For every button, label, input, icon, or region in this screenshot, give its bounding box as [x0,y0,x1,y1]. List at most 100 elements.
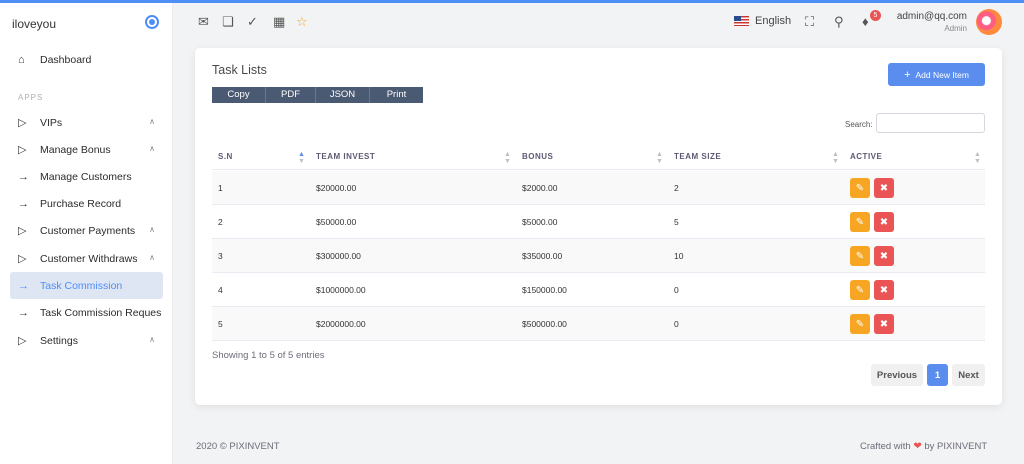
footer-credit-suffix: by PIXINVENT [924,441,988,452]
edit-button[interactable]: ✎ [850,246,870,266]
copy-button[interactable]: Copy [212,87,266,103]
sidebar-item-7[interactable]: → Task Commission Reques [10,299,163,326]
sidebar-item-6[interactable]: → Task Commission [10,272,163,299]
pdf-button[interactable]: PDF [266,87,316,103]
play-outline-icon: ▷ [18,253,27,265]
edit-button[interactable]: ✎ [850,280,870,300]
table-cell: $1000000.00 [316,285,366,295]
table-row: 4 $1000000.00 $150000.00 0 ✎ ✖ [212,273,985,307]
sidebar-item-4[interactable]: ▷ Customer Payments ∧ [10,217,163,244]
table-cell: 0 [674,319,679,329]
play-outline-icon: ▷ [18,144,27,156]
sidebar-item-dashboard[interactable]: ⌂ Dashboard [10,46,163,73]
sort-icon[interactable]: ▲ ▼ [656,151,663,165]
print-button[interactable]: Print [370,87,423,103]
sidebar-item-label: Task Commission Reques [40,306,162,319]
user-email[interactable]: admin@qq.com [896,11,967,22]
sidebar-item-label: Settings [40,334,78,347]
sort-icon[interactable]: ▲ ▼ [974,151,981,165]
sort-icon[interactable]: ▲ ▼ [832,151,839,165]
column-sn[interactable]: S.N [218,152,233,161]
arrow-right-icon: → [18,170,29,183]
delete-button[interactable]: ✖ [874,314,894,334]
table-cell: $20000.00 [316,183,357,193]
section-label-apps: APPS [18,93,44,102]
edit-button[interactable]: ✎ [850,314,870,334]
page-1-button[interactable]: 1 [927,364,948,386]
heart-icon: ❤ [913,441,922,452]
sidebar-item-0[interactable]: ▷ VIPs ∧ [10,109,163,136]
table-cell: 0 [674,285,679,295]
sort-icon[interactable]: ▲ ▼ [504,151,511,165]
search-input[interactable] [876,113,985,133]
arrow-right-icon: → [18,197,29,210]
notification-badge: 5 [870,10,881,21]
search-icon[interactable]: ⚲ [834,14,844,29]
delete-button[interactable]: ✖ [874,178,894,198]
user-role: Admin [944,24,967,33]
us-flag-icon [734,16,749,26]
brand-name[interactable]: iloveyou [12,17,57,31]
sidebar-item-label: Manage Bonus [40,143,111,156]
bell-icon[interactable]: ♦ [862,14,869,29]
table-cell: 2 [674,183,679,193]
table-cell: $2000000.00 [316,319,366,329]
calendar-icon[interactable]: ▦ [273,14,286,29]
add-new-item-button[interactable]: + Add New Item [888,63,985,86]
plus-icon: + [904,68,911,81]
chevron-up-icon: ∧ [149,225,155,234]
table-cell: 5 [218,319,223,329]
table-row: 5 $2000000.00 $500000.00 0 ✎ ✖ [212,307,985,341]
arrow-right-icon: → [18,306,29,319]
chevron-up-icon: ∧ [149,144,155,153]
delete-button[interactable]: ✖ [874,212,894,232]
footer-credit: Crafted with ❤ by PIXINVENT [860,441,987,452]
next-page-button[interactable]: Next [952,364,985,386]
sidebar-item-label: Manage Customers [40,170,132,183]
avatar[interactable] [976,9,1002,35]
edit-button[interactable]: ✎ [850,212,870,232]
sidebar-item-2[interactable]: → Manage Customers [10,163,163,190]
sort-icon[interactable]: ▲ ▼ [298,151,305,165]
mail-icon[interactable]: ✉ [198,14,209,29]
play-outline-icon: ▷ [18,335,27,347]
delete-button[interactable]: ✖ [874,280,894,300]
table-cell: 5 [674,217,679,227]
table-cell: $2000.00 [522,183,558,193]
fullscreen-icon[interactable]: ⛶ [805,14,815,29]
previous-page-button[interactable]: Previous [871,364,923,386]
chat-icon[interactable]: ❏ [222,14,234,29]
sidebar-item-1[interactable]: ▷ Manage Bonus ∧ [10,136,163,163]
task-list-card: Task Lists + Add New Item Copy PDF JSON … [195,48,1002,405]
sidebar-item-label: Task Commission [40,279,123,292]
sidebar-item-3[interactable]: → Purchase Record [10,190,163,217]
table-cell: 3 [218,251,223,261]
column-active[interactable]: ACTIVE [850,152,883,161]
sidebar-item-8[interactable]: ▷ Settings ∧ [10,327,163,354]
footer-copyright: 2020 © PIXINVENT [196,441,280,452]
sidebar: iloveyou ⌂ Dashboard APPS ▷ VIPs ∧ ▷ Manage … [0,3,173,464]
delete-button[interactable]: ✖ [874,246,894,266]
column-team-invest[interactable]: TEAM INVEST [316,152,376,161]
play-outline-icon: ▷ [18,225,27,237]
sidebar-toggle-icon[interactable] [145,15,159,29]
top-header: ✉ ❏ ✓ ▦ ☆ English ⛶ ⚲ ♦ 5 admin@qq.com A… [186,6,1006,40]
edit-button[interactable]: ✎ [850,178,870,198]
chevron-up-icon: ∧ [149,253,155,262]
table-cell: $5000.00 [522,217,558,227]
column-team-size[interactable]: TEAM SIZE [674,152,722,161]
check-circle-icon[interactable]: ✓ [247,14,258,29]
footer-credit-prefix: Crafted with [860,441,911,452]
column-bonus[interactable]: BONUS [522,152,554,161]
play-outline-icon: ▷ [18,117,27,129]
json-button[interactable]: JSON [316,87,370,103]
table-cell: 2 [218,217,223,227]
card-title: Task Lists [212,63,267,77]
top-accent-bar [0,0,1024,3]
star-icon[interactable]: ☆ [296,14,308,29]
chevron-up-icon: ∧ [149,335,155,344]
table-cell: $500000.00 [522,319,567,329]
language-selector[interactable]: English [734,15,791,27]
sidebar-item-label: Dashboard [40,53,92,66]
sidebar-item-5[interactable]: ▷ Customer Withdraws ∧ [10,245,163,272]
